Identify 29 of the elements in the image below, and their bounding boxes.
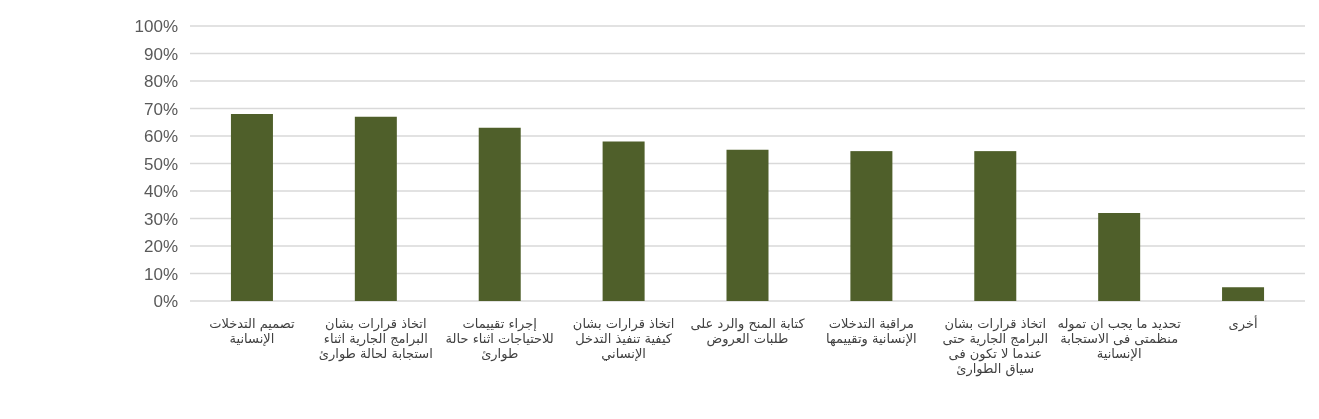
y-tick-label: 60% bbox=[143, 127, 178, 146]
y-tick-label: 100% bbox=[134, 17, 178, 36]
bar bbox=[354, 116, 397, 301]
y-tick-label: 80% bbox=[143, 72, 178, 91]
x-tick-label: اتخاذ قرارات بشان كيفية تنفيذ التدخل الإنساني bbox=[571, 316, 676, 361]
x-tick-label: كتابة المنح والرد على طلبات العروض bbox=[689, 316, 806, 346]
y-tick-label: 0% bbox=[153, 292, 178, 311]
x-tick-label: تحديد ما يجب ان تموله منظمتى فى الاستجابة الإنسانية bbox=[1057, 316, 1182, 361]
bar bbox=[974, 151, 1017, 301]
bar bbox=[850, 151, 893, 301]
bar bbox=[1222, 287, 1265, 301]
x-tick-label: اتخاذ قرارات بشان البرامج الجارية اثناء استجابة لحالة طوارئ bbox=[317, 316, 434, 361]
bar bbox=[230, 114, 273, 301]
y-tick-label: 10% bbox=[143, 264, 178, 284]
y-tick-label: 30% bbox=[143, 209, 178, 229]
x-tick-label: مراقبة التدخلات الإنسانية وتقييمها bbox=[825, 316, 918, 346]
x-tick-label: إجراء تقييمات للاحتياجات اثناء حالة طوارئ bbox=[444, 316, 555, 361]
bar bbox=[726, 149, 769, 301]
y-tick-label: 90% bbox=[143, 44, 178, 64]
y-tick-label: 70% bbox=[143, 99, 178, 119]
x-tick-label: تصميم التدخلات الإنسانية bbox=[208, 316, 296, 346]
y-tick-label: 20% bbox=[143, 237, 178, 256]
y-tick-label: 50% bbox=[143, 154, 178, 174]
y-tick-label: 40% bbox=[143, 182, 178, 201]
bar bbox=[478, 127, 521, 301]
bar bbox=[602, 141, 645, 301]
x-tick-label: اتخاذ قرارات بشان البرامج الجارية حتى عندما لا تكون فى سياق الطوارئ bbox=[941, 316, 1049, 376]
bar bbox=[1098, 213, 1141, 301]
x-tick-label: أخرى bbox=[1227, 316, 1259, 331]
